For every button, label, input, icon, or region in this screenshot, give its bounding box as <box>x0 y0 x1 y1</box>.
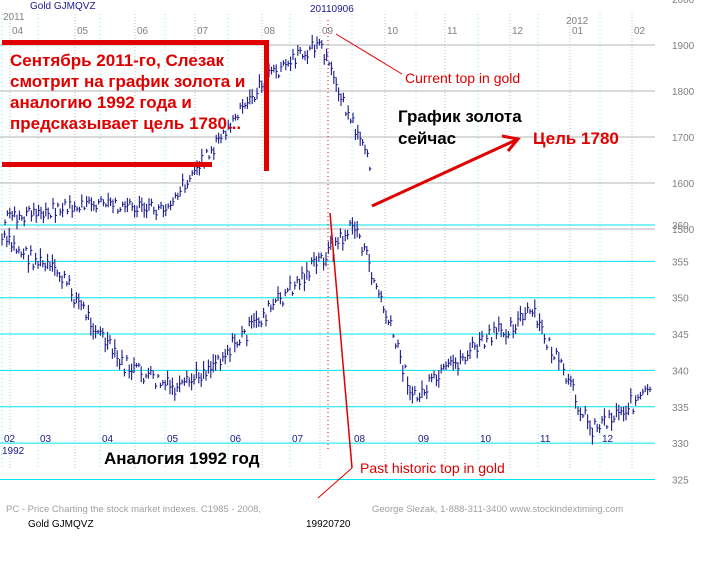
date-bottom: 19920720 <box>306 519 351 530</box>
year-label-1992: 1992 <box>2 446 25 457</box>
x-tick-label-2011: 09 <box>322 26 334 37</box>
gold-now-label: График золота сейчас <box>398 107 522 148</box>
russian-note: Сентябрь 2011-го, Слезак смотрит на граф… <box>10 51 246 133</box>
y-tick-label-1992: 345 <box>672 330 689 341</box>
x-tick-label-1992: 08 <box>354 434 366 445</box>
y-tick-label-1992: 335 <box>672 403 689 414</box>
y-tick-label-2011: 2000 <box>672 0 695 6</box>
target-arrow-line <box>371 138 517 208</box>
x-tick-label-1992: 10 <box>480 434 492 445</box>
series-2011-bars <box>4 34 372 230</box>
x-tick-label-2011: 05 <box>77 26 89 37</box>
x-tick-label-1992: 05 <box>167 434 179 445</box>
x-tick-label-2011: 02 <box>634 26 646 37</box>
target-arrow-head <box>501 134 521 152</box>
date-top: 20110906 <box>310 4 354 15</box>
grid-lines: 04 05 06 07 08 09 10 11 12 01 02 02 03 04 05 06 07 08 09 10… <box>0 0 695 486</box>
past-top-pointer <box>329 212 353 469</box>
y-tick-label-2011: 1800 <box>672 87 695 98</box>
symbol-bottom: Gold GJMQVZ <box>28 519 94 530</box>
x-tick-label-2011: 07 <box>197 26 209 37</box>
note-box <box>2 40 269 171</box>
year-top-left: 2011 <box>3 12 25 23</box>
annotation-marks <box>317 20 521 499</box>
series-1992-bars <box>1 217 652 445</box>
note-box-underline <box>2 162 212 167</box>
analogy-label: Аналогия 1992 год <box>104 449 260 468</box>
y-tick-label-2011: 1700 <box>672 133 695 144</box>
x-tick-label-1992: 09 <box>418 434 430 445</box>
symbol-top: Gold GJMQVZ <box>30 1 96 12</box>
past-top-label: Past historic top in gold <box>360 460 505 476</box>
axis-text: Gold GJMQVZ 20110906 2011 2012 Gold GJMQ… <box>3 1 623 530</box>
x-tick-label-1992: 04 <box>102 434 114 445</box>
target-label: Цель 1780 <box>533 129 619 148</box>
y-tick-label-1992: 350 <box>672 294 689 305</box>
x-tick-label-1992: 11 <box>540 434 551 445</box>
y-tick-label-2011: 1900 <box>672 41 695 52</box>
x-tick-label-1992: 07 <box>292 434 304 445</box>
x-tick-label-2011: 04 <box>12 26 24 37</box>
author-text: George Slezak, 1-888-311-3400 www.stocki… <box>372 504 623 515</box>
y-tick-label-1992: 355 <box>672 257 689 268</box>
x-tick-label-2011: 08 <box>264 26 276 37</box>
copyright-text: PC - Price Charting the stock market ind… <box>6 504 261 515</box>
x-tick-label-2011: 06 <box>137 26 149 37</box>
x-tick-label-1992: 03 <box>40 434 52 445</box>
x-tick-label-2011: 12 <box>512 26 524 37</box>
y-tick-label-2011: 1600 <box>672 179 695 190</box>
current-top-label: Current top in gold <box>405 70 521 86</box>
x-tick-label-1992: 06 <box>230 434 242 445</box>
x-tick-label-1992: 02 <box>4 434 16 445</box>
x-tick-label-2011: 01 <box>572 26 584 37</box>
x-tick-label-2011: 10 <box>387 26 399 37</box>
y-tick-label-1992: 360 <box>672 221 689 232</box>
y-tick-label-1992: 330 <box>672 439 689 450</box>
past-top-pointer-2 <box>317 467 353 499</box>
y-tick-label-1992: 325 <box>672 475 689 486</box>
x-tick-label-2011: 11 <box>447 26 458 37</box>
y-tick-label-1992: 340 <box>672 366 689 377</box>
year-top-right: 2012 <box>566 16 589 27</box>
x-tick-label-1992: 12 <box>602 434 614 445</box>
y-tick-label-2011: 1500 <box>672 225 695 236</box>
current-top-pointer <box>335 33 403 75</box>
